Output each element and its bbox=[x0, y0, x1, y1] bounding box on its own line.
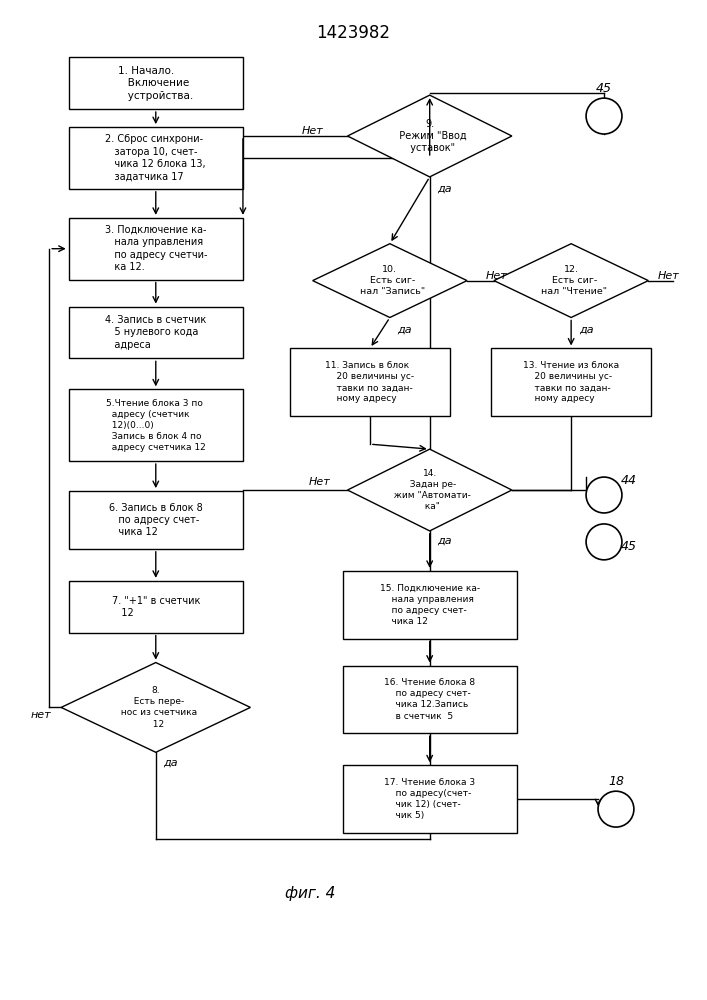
Text: 14.
  Задан ре-
  жим "Автомати-
  ка": 14. Задан ре- жим "Автомати- ка" bbox=[388, 469, 471, 511]
Circle shape bbox=[598, 791, 634, 827]
Text: да: да bbox=[397, 324, 412, 334]
Text: 16. Чтение блока 8
    по адресу счет-
    чика 12.Запись
    в счетчик  5: 16. Чтение блока 8 по адресу счет- чика … bbox=[384, 678, 475, 721]
Text: 5.Чтение блока 3 по
  адресу (счетчик
  12)(0...0)
  Запись в блок 4 по
  адресу: 5.Чтение блока 3 по адресу (счетчик 12)(… bbox=[106, 399, 206, 452]
Text: 3. Подключение ка-
   нала управления
   по адресу счетчи-
   ка 12.: 3. Подключение ка- нала управления по ад… bbox=[105, 225, 207, 272]
Text: 11. Запись в блок
    20 величины ус-
    тавки по задан-
    ному адресу: 11. Запись в блок 20 величины ус- тавки … bbox=[325, 361, 414, 403]
Text: 7. "+1" в счетчик
   12: 7. "+1" в счетчик 12 bbox=[112, 596, 200, 618]
Text: 9.
  Режим "Ввод
  уставок": 9. Режим "Ввод уставок" bbox=[393, 119, 467, 153]
FancyBboxPatch shape bbox=[69, 127, 243, 189]
Text: 1. Начало.
   Включение
   устройства.: 1. Начало. Включение устройства. bbox=[118, 66, 194, 101]
Text: Нет: Нет bbox=[486, 271, 508, 281]
FancyBboxPatch shape bbox=[491, 348, 651, 416]
Circle shape bbox=[586, 524, 622, 560]
Text: да: да bbox=[438, 184, 452, 194]
FancyBboxPatch shape bbox=[69, 581, 243, 633]
Text: 8.
  Есть пере-
  нос из счетчика
  12: 8. Есть пере- нос из счетчика 12 bbox=[115, 686, 197, 729]
Text: 18: 18 bbox=[608, 775, 624, 788]
FancyBboxPatch shape bbox=[343, 765, 517, 833]
FancyBboxPatch shape bbox=[69, 218, 243, 280]
Text: Нет: Нет bbox=[302, 126, 324, 136]
Polygon shape bbox=[348, 95, 512, 177]
FancyBboxPatch shape bbox=[291, 348, 450, 416]
Text: нет: нет bbox=[31, 710, 52, 720]
FancyBboxPatch shape bbox=[69, 389, 243, 461]
Text: 13. Чтение из блока
    20 величины ус-
    тавки по задан-
    ному адресу: 13. Чтение из блока 20 величины ус- тавк… bbox=[523, 361, 619, 403]
FancyBboxPatch shape bbox=[343, 571, 517, 639]
FancyBboxPatch shape bbox=[343, 666, 517, 733]
Polygon shape bbox=[312, 244, 467, 318]
Text: фиг. 4: фиг. 4 bbox=[285, 886, 335, 901]
Text: да: да bbox=[163, 757, 178, 767]
Text: да: да bbox=[579, 324, 593, 334]
Text: 4. Запись в счетчик
   5 нулевого кода
   адреса: 4. Запись в счетчик 5 нулевого кода адре… bbox=[105, 315, 206, 350]
Text: 10.
  Есть сиг-
  нал "Запись": 10. Есть сиг- нал "Запись" bbox=[354, 265, 426, 296]
Text: 17. Чтение блока 3
    по адресу(счет-
    чик 12) (счет-
    чик 5): 17. Чтение блока 3 по адресу(счет- чик 1… bbox=[384, 778, 475, 820]
Text: 45: 45 bbox=[621, 540, 637, 553]
Text: 15. Подключение ка-
    нала управления
    по адресу счет-
    чика 12: 15. Подключение ка- нала управления по а… bbox=[380, 584, 480, 626]
Polygon shape bbox=[494, 244, 648, 318]
Text: 12.
  Есть сиг-
  нал "Чтение": 12. Есть сиг- нал "Чтение" bbox=[535, 265, 607, 296]
Text: 44: 44 bbox=[621, 474, 637, 487]
Polygon shape bbox=[348, 449, 512, 531]
Text: 1423982: 1423982 bbox=[316, 24, 390, 42]
FancyBboxPatch shape bbox=[69, 307, 243, 358]
Text: 6. Запись в блок 8
   по адресу счет-
   чика 12: 6. Запись в блок 8 по адресу счет- чика … bbox=[109, 503, 203, 537]
Circle shape bbox=[586, 98, 622, 134]
Polygon shape bbox=[61, 663, 250, 752]
FancyBboxPatch shape bbox=[69, 57, 243, 109]
Text: 2. Сброс синхрони-
   затора 10, счет-
   чика 12 блока 13,
   задатчика 17: 2. Сброс синхрони- затора 10, счет- чика… bbox=[105, 134, 206, 182]
Text: Нет: Нет bbox=[309, 477, 330, 487]
Text: 45: 45 bbox=[596, 82, 612, 95]
Text: да: да bbox=[438, 536, 452, 546]
FancyBboxPatch shape bbox=[69, 491, 243, 549]
Circle shape bbox=[586, 477, 622, 513]
Text: Нет: Нет bbox=[658, 271, 679, 281]
